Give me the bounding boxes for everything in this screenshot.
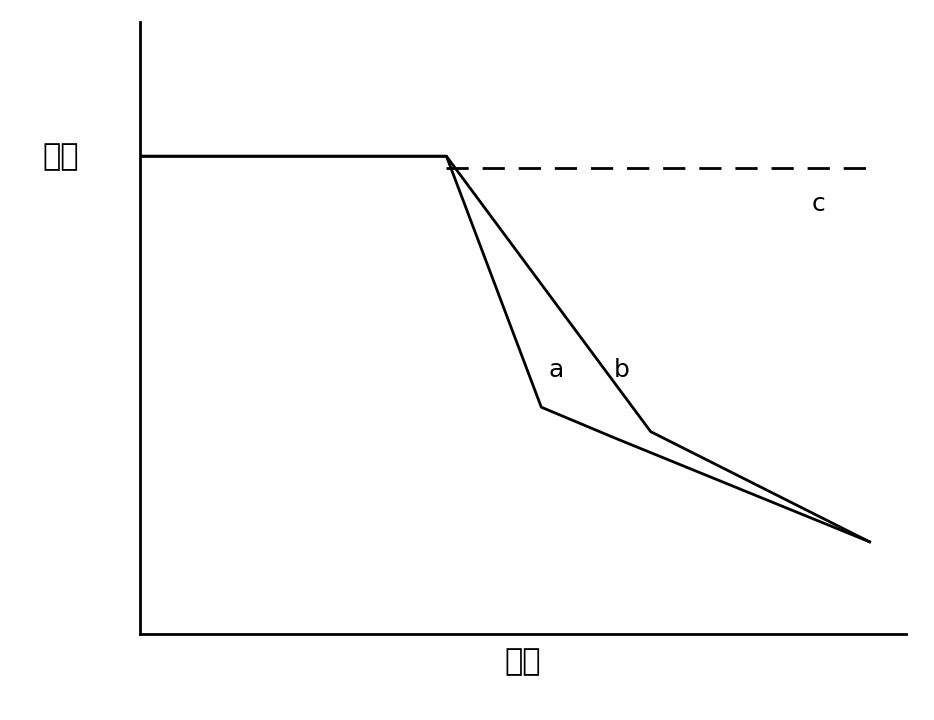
Y-axis label: 流率: 流率: [42, 142, 78, 171]
Text: a: a: [548, 358, 564, 382]
Text: b: b: [615, 358, 630, 382]
Text: c: c: [811, 192, 825, 216]
X-axis label: 压力: 压力: [504, 647, 542, 677]
